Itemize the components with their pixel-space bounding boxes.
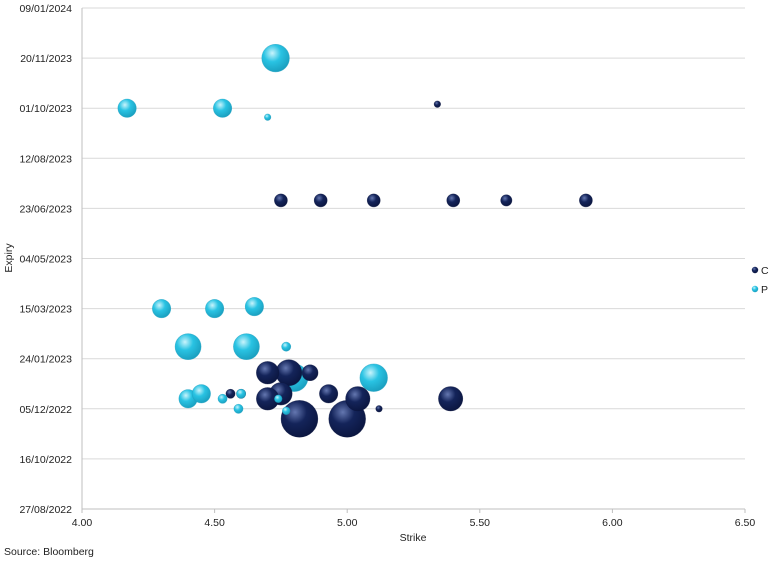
legend: CP: [751, 265, 769, 296]
y-tick-label: 12/08/2023: [19, 153, 72, 165]
x-tick-label: 6.50: [735, 517, 756, 529]
x-tick-label: 4.50: [204, 517, 225, 529]
bubble-p: [233, 403, 244, 414]
bubble-c: [366, 193, 381, 208]
y-tick-label: 05/12/2022: [19, 404, 72, 416]
bubble-p: [205, 299, 225, 319]
bubble-p: [359, 363, 388, 392]
y-tick-label: 24/01/2023: [19, 354, 72, 366]
bubble-p: [174, 333, 202, 360]
y-axis-title: Expiry: [3, 243, 15, 273]
bubble-c: [274, 193, 288, 208]
source-note: Source: Bloomberg: [4, 546, 94, 558]
axes: [81, 8, 746, 513]
bubble-c: [433, 100, 441, 108]
bubble-p: [236, 388, 247, 399]
y-tick-label: 27/08/2022: [19, 504, 72, 516]
legend-marker-p: [751, 285, 759, 293]
bubble-p: [213, 98, 233, 118]
y-tick-label: 20/11/2023: [20, 53, 72, 65]
y-tick-label: 09/01/2024: [19, 3, 72, 15]
bubble-c: [280, 400, 319, 438]
bubble-c: [319, 384, 339, 404]
y-tick-label: 01/10/2023: [19, 103, 72, 115]
bubble-c: [579, 193, 593, 208]
bubble-c: [345, 386, 371, 412]
x-axis-title: Strike: [400, 532, 427, 544]
legend-label-p: P: [761, 284, 768, 296]
bubble-p: [281, 341, 292, 352]
data-points: [117, 43, 593, 438]
x-tick-label: 5.00: [337, 517, 358, 529]
bubble-p: [117, 98, 137, 118]
bubble-c: [375, 405, 383, 413]
bubble-p: [261, 43, 290, 73]
y-tick-label: 16/10/2022: [19, 454, 72, 466]
bubble-c: [225, 388, 236, 399]
x-tick-label: 6.00: [602, 517, 623, 529]
bubble-c: [256, 361, 280, 385]
legend-marker-c: [751, 266, 759, 274]
bubble-c: [446, 193, 461, 208]
x-tick-label: 5.50: [470, 517, 491, 529]
bubble-p: [282, 406, 291, 415]
y-tick-label: 04/05/2023: [19, 254, 72, 266]
bubble-p: [152, 299, 172, 319]
grid-lines: [82, 7, 745, 510]
y-tick-label: 23/06/2023: [19, 203, 72, 215]
legend-label-c: C: [761, 265, 769, 277]
bubble-c: [438, 386, 464, 412]
bubble-p: [233, 333, 260, 360]
bubble-p: [244, 297, 264, 317]
bubble-p: [217, 393, 228, 404]
y-tick-label: 15/03/2023: [19, 304, 72, 316]
tick-labels: 27/08/2022 16/10/2022 05/12/2022 24/01/2023…: [19, 3, 755, 529]
bubble-p: [191, 384, 211, 404]
bubble-c: [500, 194, 513, 207]
bubble-c: [313, 193, 328, 208]
x-tick-label: 4.00: [72, 517, 93, 529]
bubble-c: [301, 364, 319, 381]
bubble-p: [264, 113, 272, 121]
bubble-c: [275, 359, 303, 387]
bubble-p: [274, 394, 283, 403]
